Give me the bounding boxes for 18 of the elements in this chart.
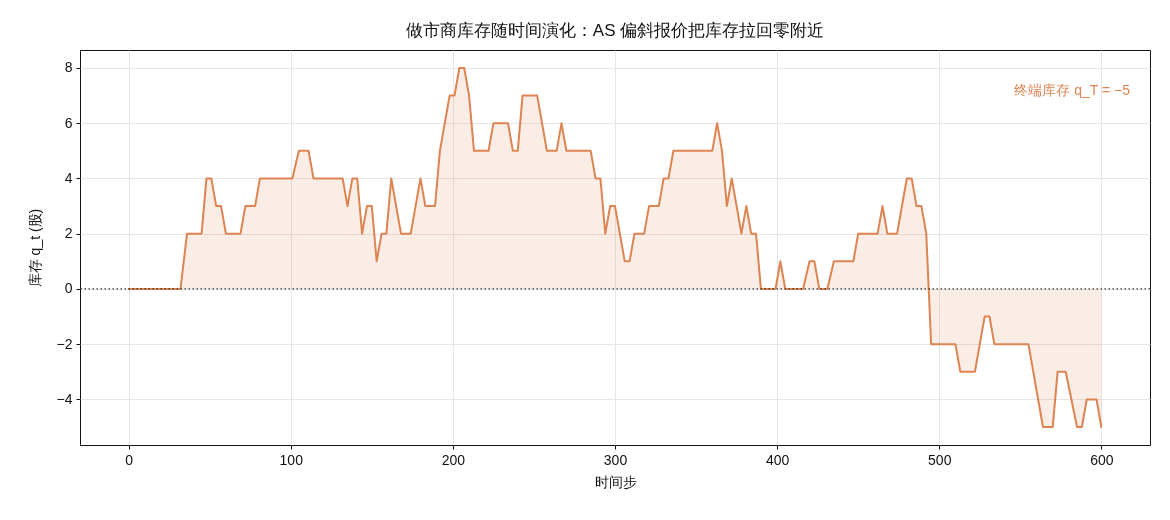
x-tick-label: 0 <box>125 451 134 468</box>
y-tick-label: 8 <box>64 59 73 76</box>
y-tick-label: 4 <box>64 169 73 186</box>
x-tick-label: 300 <box>603 451 628 468</box>
y-tick-label: −4 <box>56 390 73 407</box>
x-axis-title: 时间步 <box>594 473 637 490</box>
x-tick-label: 500 <box>928 451 952 468</box>
x-tick-label: 100 <box>279 451 304 468</box>
x-tick-label: 600 <box>1090 451 1114 468</box>
y-axis-title: 库存 q_t (股) <box>26 208 43 288</box>
x-tick-label: 400 <box>765 451 790 468</box>
annotation: 终端库存 q_T = −5 <box>1014 82 1131 98</box>
y-tick-label: 6 <box>64 114 73 131</box>
y-tick-label: −2 <box>56 335 73 352</box>
y-tick-label: 0 <box>64 280 73 297</box>
chart-title: 做市商库存随时间演化：AS 偏斜报价把库存拉回零附近 <box>405 21 825 40</box>
y-tick-label: 2 <box>64 225 73 242</box>
x-tick-label: 200 <box>441 451 466 468</box>
